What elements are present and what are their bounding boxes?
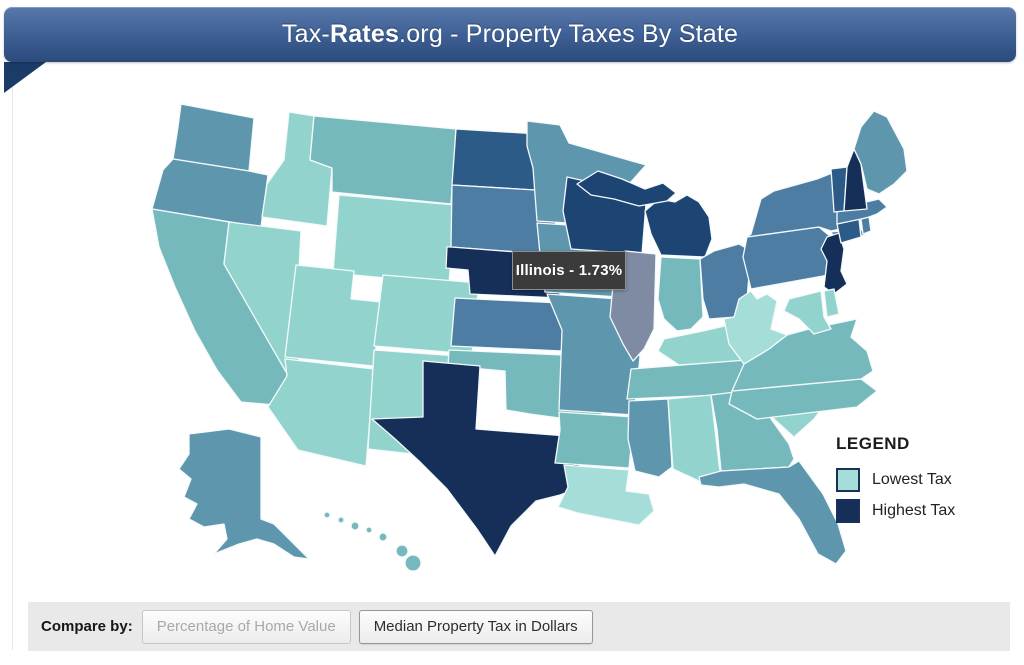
state-hi[interactable]: Hawaii <box>323 511 331 519</box>
state-fl[interactable]: Florida <box>698 460 847 565</box>
state-nh[interactable]: New Hampshire <box>843 148 868 212</box>
page-title: Tax-Rates.org - Property Taxes By State <box>282 20 738 49</box>
state-in[interactable]: Indiana <box>657 256 704 332</box>
state-hi[interactable]: Hawaii <box>350 521 360 531</box>
state-hi[interactable]: Hawaii <box>378 532 388 542</box>
title-prefix: Tax- <box>281 20 330 48</box>
state-mt[interactable]: Montana <box>309 115 457 205</box>
header-bar: Tax-Rates.org - Property Taxes By State <box>4 7 1016 62</box>
map-tooltip-text: Illinois - 1.73% <box>515 262 623 279</box>
state-tx[interactable]: Texas <box>371 360 582 557</box>
states-layer: WashingtonOregonCaliforniaNevadaIdahoMon… <box>151 103 908 572</box>
state-la[interactable]: Louisiana <box>557 464 655 526</box>
compare-bar: Compare by: Percentage of Home Value Med… <box>28 602 1010 651</box>
compare-percentage-button[interactable]: Percentage of Home Value <box>141 609 351 644</box>
page-edge-divider <box>12 66 13 650</box>
header-fold-icon <box>4 62 46 93</box>
state-hi[interactable]: Hawaii <box>337 516 345 524</box>
state-hi[interactable]: Hawaii <box>365 526 373 534</box>
title-suffix: .org - Property Taxes By State <box>399 20 739 48</box>
compare-median-dollars-button[interactable]: Median Property Tax in Dollars <box>358 609 593 644</box>
title-brand: Rates <box>329 20 400 48</box>
state-ut[interactable]: Utah <box>284 264 382 367</box>
state-ms[interactable]: Mississippi <box>627 398 673 478</box>
state-de[interactable]: Delaware <box>823 288 840 318</box>
state-ri[interactable]: Rhode Island <box>860 216 872 235</box>
state-wv[interactable]: West Virginia <box>723 290 788 365</box>
lowest-tax-swatch <box>836 468 860 492</box>
legend: LEGEND Lowest Tax Highest Tax <box>836 434 955 530</box>
state-mi[interactable]: Michigan <box>576 170 677 207</box>
state-hi[interactable]: Hawaii <box>395 544 409 558</box>
map-tooltip: Illinois - 1.73% <box>512 251 626 290</box>
highest-tax-label: Highest Tax <box>872 502 956 519</box>
state-ak[interactable]: Alaska <box>178 428 310 560</box>
compare-by-label: Compare by: <box>41 618 133 635</box>
state-ma[interactable]: Massachusetts <box>836 198 888 225</box>
state-nc[interactable]: North Carolina <box>728 378 878 420</box>
state-md[interactable]: Maryland <box>783 290 832 335</box>
state-mi[interactable]: Michigan <box>644 194 713 258</box>
state-hi[interactable]: Hawaii <box>404 554 422 572</box>
legend-item-lowest: Lowest Tax <box>836 468 955 492</box>
state-ar[interactable]: Arkansas <box>554 411 635 469</box>
lowest-tax-label: Lowest Tax <box>872 471 952 488</box>
highest-tax-swatch <box>836 499 860 523</box>
state-me[interactable]: Maine <box>853 110 908 195</box>
legend-item-highest: Highest Tax <box>836 499 955 523</box>
state-ks[interactable]: Kansas <box>450 297 568 352</box>
legend-title: LEGEND <box>836 434 910 453</box>
